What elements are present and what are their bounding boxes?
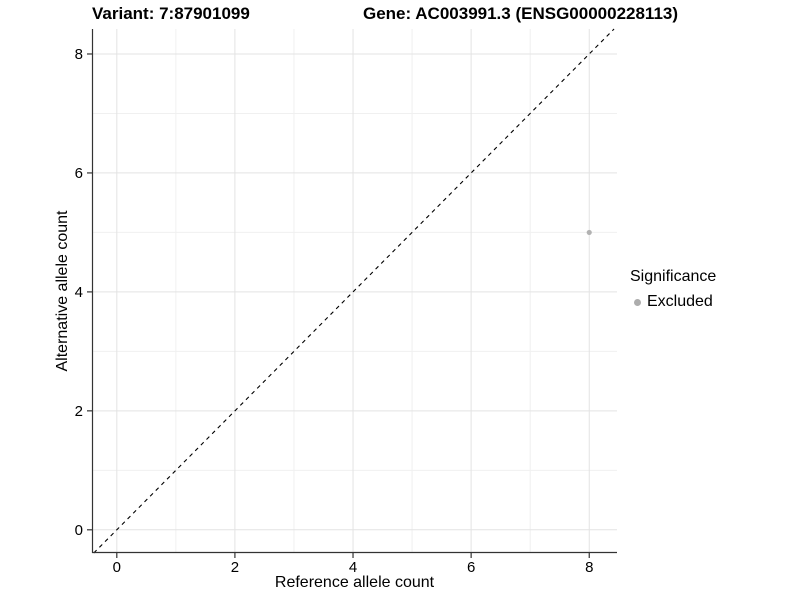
x-tick-label: 0 <box>113 559 121 576</box>
plot-svg: 0 2 4 6 8 0 2 4 6 8 <box>75 28 617 576</box>
legend: Significance Excluded <box>630 268 716 311</box>
data-point <box>586 229 592 236</box>
y-tick-label: 8 <box>75 46 83 63</box>
x-tick-label: 4 <box>349 559 357 576</box>
x-tick-label: 6 <box>467 559 475 576</box>
y-tick-label: 6 <box>75 165 83 182</box>
gene-title: Gene: AC003991.3 (ENSG00000228113) <box>363 4 679 23</box>
y-axis-title: Alternative allele count <box>54 210 71 372</box>
identity-line <box>93 28 615 554</box>
y-tick-label: 0 <box>75 522 83 539</box>
x-tick-label: 8 <box>585 559 593 576</box>
x-axis-title: Reference allele count <box>274 574 435 591</box>
legend-entry-label: Excluded <box>647 293 713 310</box>
plot-panel: 0 2 4 6 8 0 2 4 6 8 <box>75 28 617 576</box>
x-tick-label: 2 <box>231 559 239 576</box>
legend-point-icon <box>634 298 641 306</box>
y-tick-label: 2 <box>75 403 83 420</box>
legend-title: Significance <box>630 268 717 285</box>
variant-title: Variant: 7:87901099 <box>92 4 250 23</box>
legend-entry-excluded: Excluded <box>630 293 716 311</box>
y-tick-label: 4 <box>75 284 83 301</box>
